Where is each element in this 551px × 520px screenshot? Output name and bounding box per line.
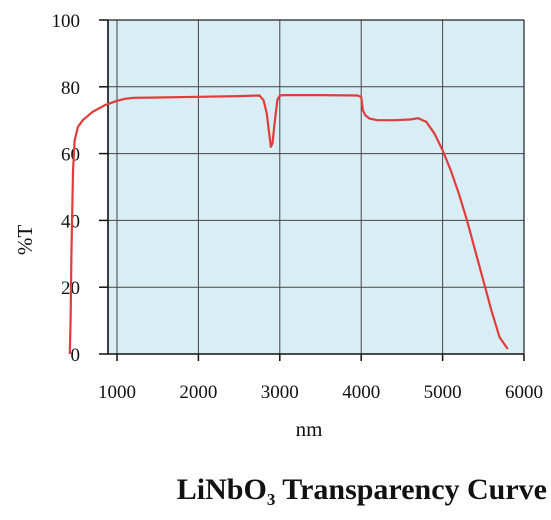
title-main: LiNbO (176, 473, 267, 506)
transmission-curve (68, 94, 509, 355)
chart-title: LiNbO3 Transparency Curve (0, 473, 551, 509)
y-tick-label: 40 (61, 211, 80, 232)
y-tick-label: 100 (52, 11, 81, 32)
y-tick-label: 0 (71, 345, 81, 366)
grid-lines (108, 20, 524, 354)
axes (99, 19, 525, 361)
title-subscript: 3 (266, 490, 276, 509)
y-axis-label: %T (13, 225, 37, 255)
x-tick-label: 5000 (424, 382, 462, 403)
title-rest: Transparency Curve (275, 473, 547, 506)
plot-area (108, 20, 524, 354)
x-tick-labels: 1000 2000 3000 4000 5000 6000 (98, 382, 543, 403)
y-tick-label: 80 (61, 78, 80, 99)
x-tick-label: 1000 (98, 382, 136, 403)
y-tick-label: 60 (61, 145, 80, 166)
x-tick-label: 3000 (261, 382, 299, 403)
x-tick-label: 2000 (179, 382, 217, 403)
x-axis-label: nm (296, 417, 323, 441)
x-tick-label: 6000 (505, 382, 543, 403)
x-tick-label: 4000 (342, 382, 380, 403)
